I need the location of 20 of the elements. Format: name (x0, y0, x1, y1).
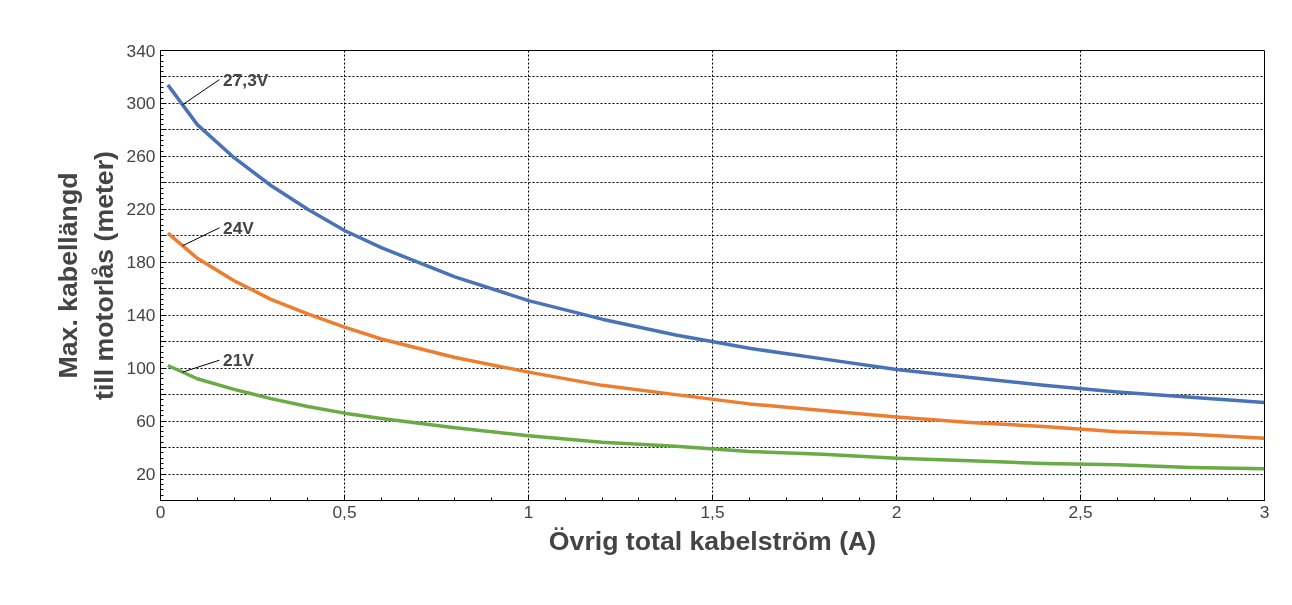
y-tick-label: 340 (126, 40, 156, 61)
y-tick-label: 140 (126, 305, 156, 326)
y-axis-title: Max. kabellängd till motorlås (meter) (52, 151, 119, 400)
y-tick-label: 220 (126, 199, 156, 220)
x-tick-label: 3 (1259, 501, 1270, 522)
y-tick-label: 100 (126, 358, 156, 379)
y-tick-label: 180 (126, 252, 156, 273)
series-label: 24V (223, 217, 255, 238)
x-tick-label: 1 (523, 501, 534, 522)
y-tick-label: 260 (126, 146, 156, 167)
y-tick-label: 300 (126, 93, 156, 114)
x-tick-label: 2 (891, 501, 902, 522)
y-tick-label: 60 (136, 411, 156, 432)
x-axis-title: Övrig total kabelström (A) (548, 525, 877, 556)
x-tick-label: 2,5 (1068, 501, 1093, 522)
x-tick-label: 1,5 (700, 501, 725, 522)
x-tick-label: 0,5 (332, 501, 357, 522)
x-tick-label: 0 (155, 501, 166, 522)
series-label: 21V (223, 350, 255, 371)
y-tick-label: 20 (136, 464, 156, 485)
